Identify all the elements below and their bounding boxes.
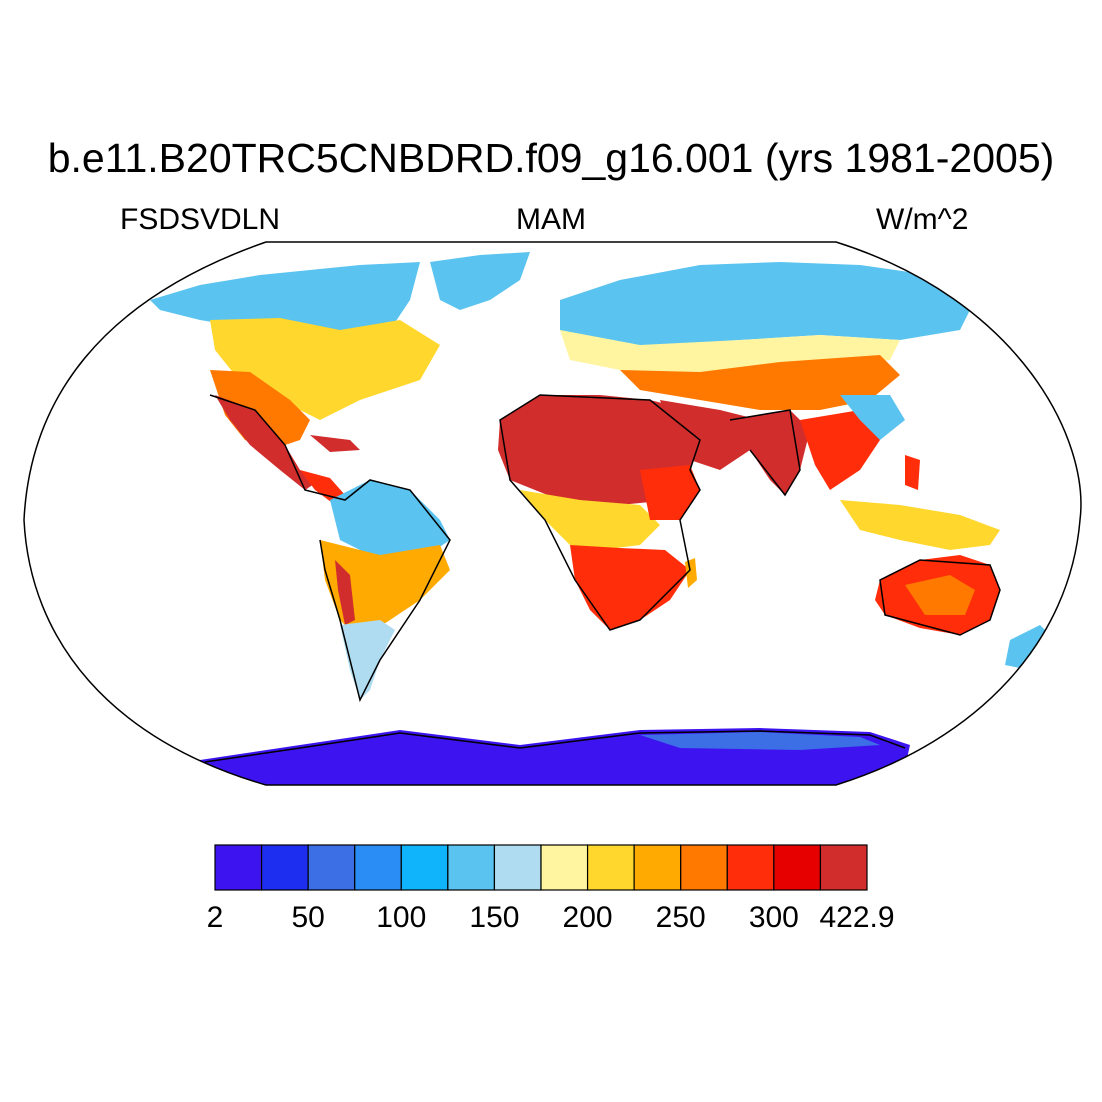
australia-center — [905, 575, 975, 615]
indonesia — [840, 500, 1000, 550]
east-asia — [840, 395, 905, 440]
plot-title: b.e11.B20TRC5CNBDRD.f09_g16.001 (yrs 198… — [47, 135, 1055, 181]
colorbar-label: 200 — [562, 901, 613, 934]
asia-central — [620, 355, 900, 410]
india — [730, 410, 810, 495]
south-america-south — [340, 620, 395, 700]
horn-of-africa — [640, 465, 700, 520]
colorbar-swatch — [260, 844, 309, 891]
season-label: MAM — [516, 203, 586, 236]
colorbar-label: 250 — [655, 901, 706, 934]
north-america-north — [150, 262, 420, 345]
antarctica-east — [640, 732, 880, 750]
colorbar-label: 300 — [748, 901, 799, 934]
colorbar-label: 150 — [469, 901, 520, 934]
middle-east — [660, 400, 760, 470]
land-shading — [150, 252, 1055, 785]
andes-strip — [335, 560, 355, 625]
colorbar-swatch — [447, 844, 496, 891]
variable-label: FSDSVDLN — [120, 203, 281, 236]
coastlines — [204, 394, 1001, 763]
colorbar-swatch — [540, 844, 589, 891]
colorbar-swatch — [819, 844, 868, 891]
colorbar-swatch — [633, 844, 682, 891]
map-boundary — [23, 241, 1082, 786]
south-america-north — [330, 480, 450, 560]
colorbar-swatch — [586, 844, 635, 891]
caribbean — [310, 435, 360, 452]
colorbar-swatch — [680, 844, 728, 891]
africa-south — [570, 545, 690, 630]
colorbar-swatch — [354, 844, 402, 891]
colorbar-label: 50 — [291, 901, 325, 934]
north-america-south — [210, 370, 310, 450]
north-america-mid — [210, 318, 440, 420]
colorbar-swatch — [493, 844, 542, 891]
se-asia — [800, 410, 880, 490]
colorbar-label: 100 — [376, 901, 427, 934]
colorbar-swatch — [400, 844, 449, 891]
greenland — [430, 252, 530, 310]
madagascar — [685, 558, 697, 588]
philippines — [905, 455, 920, 490]
colorbar-label: 2 — [206, 901, 224, 934]
colorbar-swatch — [214, 844, 263, 891]
africa-central — [520, 490, 660, 550]
colorbar-swatch — [307, 844, 356, 891]
colorbar-label: 422.9 — [819, 901, 895, 934]
colorbar-swatch — [773, 844, 822, 891]
units-label: W/m^2 — [876, 203, 969, 236]
eurasia-north — [560, 262, 975, 345]
central-america — [300, 470, 345, 505]
colorbar-swatch — [726, 844, 775, 891]
